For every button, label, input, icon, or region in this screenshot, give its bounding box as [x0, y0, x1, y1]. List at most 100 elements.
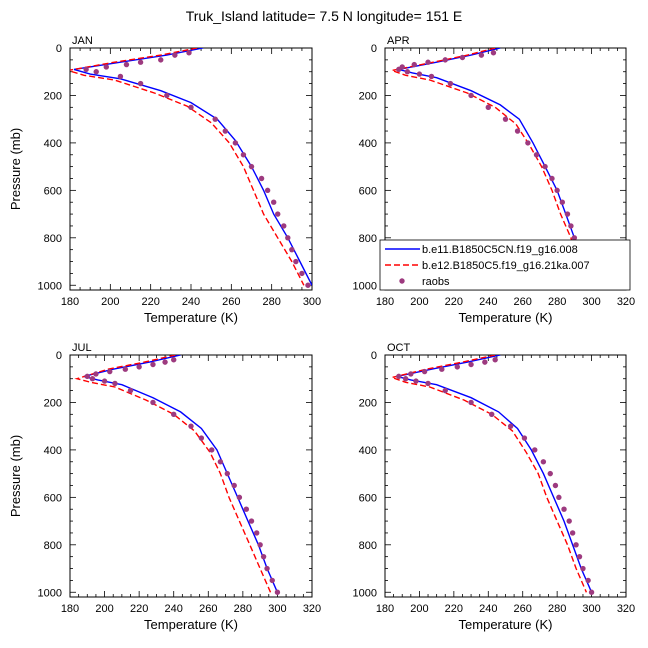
- raobs-point: [117, 73, 124, 80]
- raobs-point: [93, 69, 99, 75]
- raobs-point: [416, 71, 423, 77]
- y-tick-label: 1000: [38, 587, 62, 599]
- x-tick-label: 320: [303, 603, 321, 615]
- plot-area: [70, 48, 312, 288]
- legend-label: b.e12.B1850C5.f19_g16.21ka.007: [422, 260, 590, 272]
- raobs-point: [507, 423, 514, 429]
- raobs-point: [240, 152, 247, 158]
- raobs-point: [248, 518, 255, 524]
- x-tick-label: 240: [165, 603, 183, 615]
- raobs-point: [260, 553, 267, 560]
- y-tick-label: 0: [56, 43, 62, 55]
- panel-label: JUL: [72, 342, 92, 354]
- raobs-point: [222, 128, 228, 134]
- y-tick-label: 0: [371, 350, 377, 362]
- x-axis-title: Temperature (K): [459, 310, 553, 325]
- raobs-point: [547, 470, 553, 477]
- raobs-point: [571, 235, 578, 241]
- y-axis-title: Pressure (mb): [8, 435, 23, 517]
- x-tick-label: 180: [61, 603, 79, 615]
- raobs-point: [224, 470, 230, 477]
- x-tick-label: 260: [514, 296, 532, 308]
- raobs-point: [101, 378, 108, 384]
- x-tick-label: 260: [514, 603, 532, 615]
- raobs-point: [209, 447, 215, 453]
- raobs-point: [289, 246, 295, 253]
- raobs-point: [212, 116, 218, 122]
- x-axis-title: Temperature (K): [144, 310, 238, 325]
- legend-label: raobs: [422, 276, 450, 288]
- raobs-point: [490, 50, 497, 56]
- raobs-point: [269, 577, 275, 584]
- raobs-point: [459, 54, 466, 61]
- raobs-point: [171, 411, 177, 418]
- y-tick-label: 200: [359, 397, 377, 409]
- raobs-point: [270, 199, 277, 205]
- raobs-point: [425, 380, 431, 387]
- x-tick-label: 260: [199, 603, 217, 615]
- raobs-point: [299, 270, 305, 277]
- raobs-point: [264, 565, 270, 572]
- raobs-point: [468, 361, 474, 368]
- plot-area: [74, 355, 281, 595]
- raobs-point: [253, 530, 260, 536]
- raobs-point: [408, 371, 414, 377]
- raobs-point: [447, 80, 454, 87]
- raobs-point: [549, 175, 555, 182]
- raobs-point: [561, 506, 567, 512]
- x-tick-label: 280: [548, 603, 566, 615]
- x-tick-label: 200: [95, 603, 113, 615]
- raobs-point: [171, 357, 177, 363]
- raobs-point: [274, 589, 281, 595]
- plot-area: [389, 355, 595, 595]
- series-line-model1: [83, 355, 279, 593]
- panel-oct: 180 200 220 240 260 280 300 320 0 200 400 600 800 100…: [353, 342, 636, 632]
- series-line-model1: [73, 48, 312, 286]
- y-tick-label: 200: [359, 90, 377, 102]
- y-tick-label: 1000: [38, 280, 62, 292]
- x-tick-label: 320: [617, 296, 635, 308]
- legend-box: [379, 239, 631, 291]
- raobs-point: [559, 199, 566, 205]
- y-tick-label: 200: [44, 397, 62, 409]
- x-tick-label: 200: [410, 603, 428, 615]
- raobs-point: [566, 518, 572, 524]
- y-tick-label: 600: [359, 185, 377, 197]
- panel-label: OCT: [387, 342, 411, 354]
- raobs-point: [103, 64, 110, 70]
- raobs-point: [540, 459, 547, 465]
- y-tick-label: 400: [359, 445, 377, 457]
- raobs-point: [285, 235, 291, 241]
- raobs-point: [580, 565, 586, 572]
- raobs-point: [532, 447, 538, 453]
- y-tick-label: 1000: [353, 280, 377, 292]
- x-tick-label: 240: [479, 296, 497, 308]
- plot-frame: [69, 47, 313, 291]
- raobs-point: [84, 373, 90, 380]
- raobs-point: [186, 50, 192, 56]
- x-tick-label: 280: [234, 603, 252, 615]
- raobs-point: [232, 140, 239, 146]
- raobs-point: [137, 80, 144, 87]
- y-axis-title: Pressure (mb): [8, 128, 23, 210]
- y-tick-label: 600: [359, 492, 377, 504]
- raobs-point: [107, 368, 113, 375]
- raobs-point: [112, 380, 118, 387]
- raobs-point: [514, 128, 521, 134]
- raobs-point: [396, 373, 402, 380]
- x-tick-label: 320: [617, 603, 635, 615]
- raobs-point: [150, 361, 156, 368]
- raobs-point: [556, 494, 562, 501]
- y-tick-label: 600: [44, 185, 62, 197]
- raobs-point: [236, 494, 243, 501]
- raobs-point: [188, 104, 194, 111]
- y-tick-label: 200: [44, 90, 62, 102]
- panel-label: JAN: [72, 35, 93, 47]
- raobs-point: [533, 152, 540, 158]
- y-tick-label: 0: [56, 350, 62, 362]
- raobs-point: [198, 435, 205, 441]
- raobs-point: [411, 61, 417, 68]
- raobs-point: [564, 211, 571, 217]
- x-tick-label: 180: [376, 296, 394, 308]
- x-tick-label: 220: [445, 296, 463, 308]
